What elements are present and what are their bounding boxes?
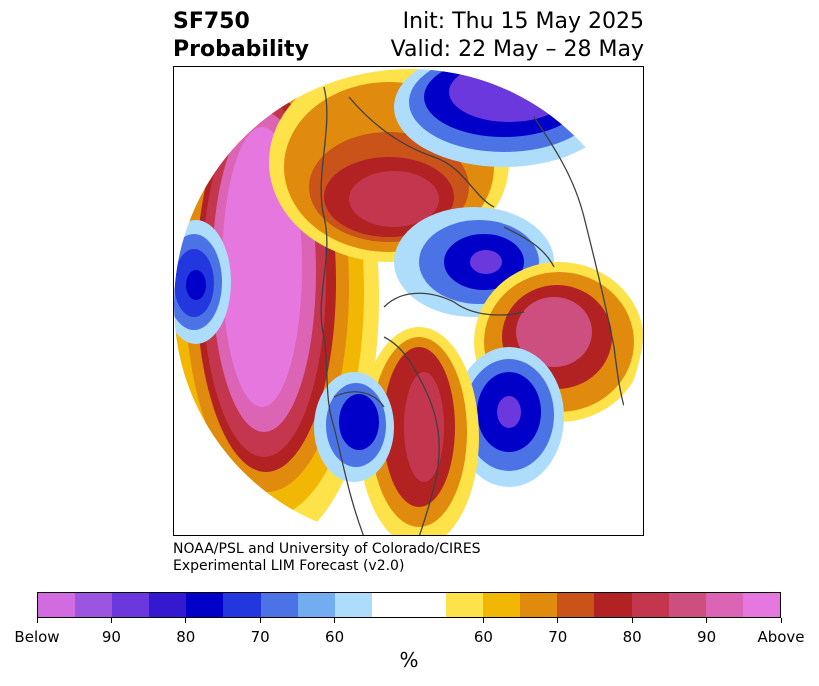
map-title: SF750 Probability — [173, 8, 309, 64]
colorbar-segment — [260, 593, 298, 617]
credit-line-1: NOAA/PSL and University of Colorado/CIRE… — [173, 541, 481, 557]
colorbar-segment — [705, 593, 743, 617]
colorbar-segment — [371, 593, 447, 617]
credit-line-2: Experimental LIM Forecast (v2.0) — [173, 558, 405, 574]
product-label: Probability — [173, 37, 309, 62]
colorbar-tick-label: Above — [757, 628, 805, 646]
colorbar-tick-label: 90 — [101, 628, 121, 646]
colorbar-segment — [520, 593, 558, 617]
colorbar-tick-mark — [185, 618, 187, 623]
colorbar-tick-label: 60 — [473, 628, 493, 646]
colorbar-segment — [334, 593, 372, 617]
probability-map — [174, 67, 643, 535]
credit-text: NOAA/PSL and University of Colorado/CIRE… — [173, 541, 481, 575]
colorbar-segment — [668, 593, 706, 617]
colorbar-segment — [631, 593, 669, 617]
colorbar-segment — [223, 593, 261, 617]
colorbar-tick-mark — [706, 618, 708, 623]
colorbar-tick-mark — [259, 618, 261, 623]
colorbar-tick-label: 80 — [622, 628, 642, 646]
colorbar-segment — [742, 593, 780, 617]
coastlines — [320, 86, 643, 535]
variable-label: SF750 — [173, 9, 250, 34]
colorbar-tick-mark — [780, 618, 782, 623]
colorbar-tick-label: 90 — [697, 628, 717, 646]
anomaly-atlantic-below — [454, 347, 564, 487]
colorbar-segment — [297, 593, 335, 617]
anomaly-namerica-above — [359, 327, 479, 535]
colorbar-tick-label: Below — [14, 628, 60, 646]
colorbar-tick-label: 70 — [548, 628, 568, 646]
colorbar-tick-label: 70 — [250, 628, 270, 646]
colorbar-segment — [149, 593, 187, 617]
colorbar — [37, 592, 781, 618]
colorbar-tick-label: 60 — [325, 628, 345, 646]
colorbar-segment — [38, 593, 76, 617]
colorbar-segment — [112, 593, 150, 617]
init-date: Init: Thu 15 May 2025 — [402, 9, 644, 34]
valid-range: Valid: 22 May – 28 May — [390, 37, 644, 62]
colorbar-tick-mark — [334, 618, 336, 623]
colorbar-tick-mark — [482, 618, 484, 623]
colorbar-units: % — [399, 648, 419, 672]
anomaly-wus-below — [314, 372, 394, 482]
colorbar-tick-mark — [36, 618, 38, 623]
colorbar-segment — [186, 593, 224, 617]
date-info: Init: Thu 15 May 2025 Valid: 22 May – 28… — [391, 8, 644, 64]
colorbar-tick-mark — [110, 618, 112, 623]
colorbar-tick-label: 80 — [176, 628, 196, 646]
map-panel — [173, 66, 644, 536]
colorbar-tick-mark — [557, 618, 559, 623]
colorbar-segment — [483, 593, 521, 617]
colorbar-tick-mark — [631, 618, 633, 623]
colorbar-segment — [75, 593, 113, 617]
colorbar-segment — [446, 593, 484, 617]
colorbar-segment — [594, 593, 632, 617]
colorbar-segment — [557, 593, 595, 617]
